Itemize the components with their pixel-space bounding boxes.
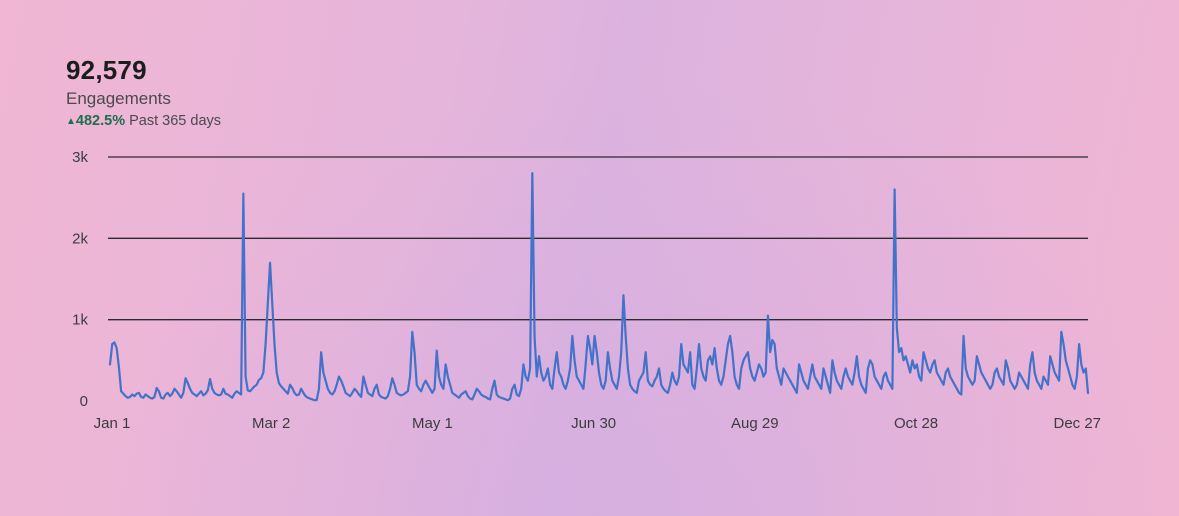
series-line-0	[108, 172, 1090, 402]
period-label: Past 365 days	[129, 113, 222, 129]
x-tick-label: Jun 30	[571, 415, 616, 432]
change-row: ▲482.5% Past 365 days	[66, 111, 221, 133]
trend-up-icon: ▲	[66, 116, 76, 127]
change-percent: 482.5%	[75, 113, 126, 129]
x-tick-label: Jan 1	[94, 415, 131, 432]
y-axis-ticks: 0 1k 2k 3k	[72, 149, 88, 410]
y-tick-label: 3k	[72, 149, 88, 166]
summary-header: 92,579 Engagements ▲482.5% Past 365 days	[66, 54, 221, 133]
metric-label: Engagements	[66, 89, 171, 108]
y-tick-label: 1k	[72, 312, 88, 329]
y-tick-label: 2k	[72, 230, 88, 247]
x-tick-label: Dec 27	[1053, 415, 1101, 432]
x-tick-label: Aug 29	[731, 415, 779, 432]
series-layer	[108, 172, 1090, 402]
gridlines	[108, 156, 1088, 321]
x-tick-label: Oct 28	[894, 415, 938, 432]
total-engagements-value: 92,579	[66, 55, 147, 85]
x-tick-label: May 1	[412, 415, 453, 432]
y-tick-label: 0	[80, 393, 88, 410]
x-axis-ticks: Jan 1 Mar 2 May 1 Jun 30 Aug 29 Oct 28 Dec 27	[94, 415, 1101, 432]
x-tick-label: Mar 2	[252, 415, 290, 432]
